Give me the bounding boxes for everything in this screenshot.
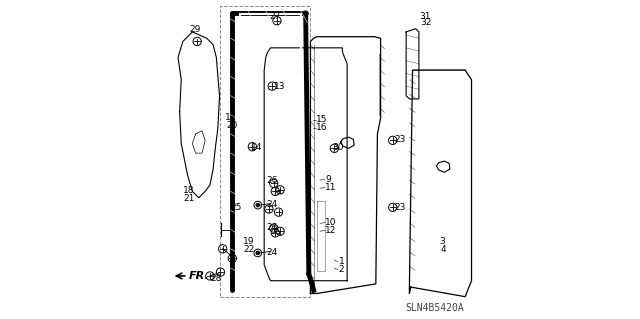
Text: 1: 1 bbox=[339, 257, 344, 266]
Text: 10: 10 bbox=[325, 218, 337, 227]
Text: 3: 3 bbox=[440, 237, 445, 246]
Text: 9: 9 bbox=[325, 175, 331, 184]
Text: 16: 16 bbox=[316, 123, 328, 132]
Text: 11: 11 bbox=[325, 183, 337, 192]
Text: 12: 12 bbox=[325, 226, 337, 235]
Text: 24: 24 bbox=[266, 248, 278, 256]
Text: 17: 17 bbox=[225, 113, 237, 122]
Text: 26: 26 bbox=[266, 223, 278, 232]
Text: 31: 31 bbox=[419, 12, 430, 21]
Circle shape bbox=[256, 203, 260, 207]
Text: SLN4B5420A: SLN4B5420A bbox=[406, 303, 464, 313]
Text: 29: 29 bbox=[190, 25, 201, 34]
Text: 2: 2 bbox=[339, 265, 344, 274]
Text: 26: 26 bbox=[266, 176, 278, 185]
Circle shape bbox=[256, 251, 260, 255]
Text: 25: 25 bbox=[230, 204, 241, 212]
Text: 4: 4 bbox=[440, 245, 446, 254]
Text: 24: 24 bbox=[266, 200, 278, 209]
Text: 32: 32 bbox=[420, 19, 431, 27]
Text: 20: 20 bbox=[226, 121, 237, 130]
Text: 15: 15 bbox=[316, 115, 328, 124]
Text: FR.: FR. bbox=[189, 271, 210, 281]
Text: 13: 13 bbox=[274, 82, 285, 91]
Text: 30: 30 bbox=[332, 143, 344, 152]
Text: 19: 19 bbox=[243, 237, 254, 246]
Text: 23: 23 bbox=[394, 204, 405, 212]
Text: 28: 28 bbox=[210, 274, 221, 283]
Text: 14: 14 bbox=[250, 143, 262, 152]
Text: 21: 21 bbox=[184, 194, 195, 203]
Text: 18: 18 bbox=[183, 186, 195, 195]
Text: 27: 27 bbox=[269, 12, 280, 21]
Text: 23: 23 bbox=[394, 135, 405, 144]
Text: 22: 22 bbox=[244, 245, 255, 254]
